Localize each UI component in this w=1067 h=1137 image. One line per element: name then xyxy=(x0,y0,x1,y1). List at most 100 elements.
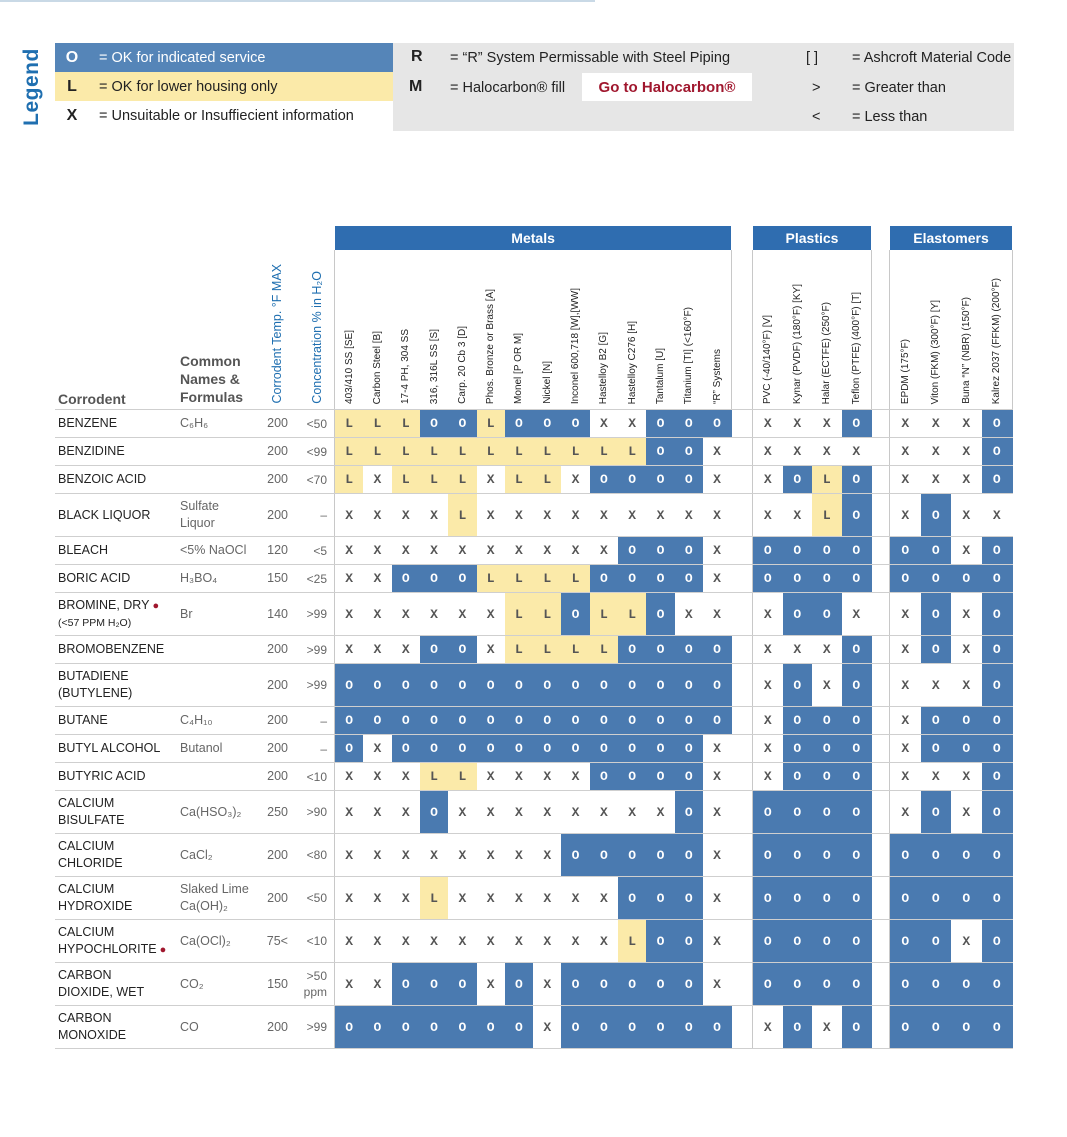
row-divider xyxy=(55,962,1013,963)
corrodent-text: BLEACH xyxy=(58,543,109,557)
rating-cell xyxy=(419,636,449,663)
rating-cell xyxy=(841,763,872,790)
rating-cell xyxy=(476,834,506,876)
legend-text-lt: = Less than xyxy=(852,109,928,125)
rating-cell xyxy=(782,963,813,1005)
corrodent-text: BROMOBENZENE xyxy=(58,642,165,656)
formula: CO₂ xyxy=(180,976,204,991)
column-header: Phos. Bronze or Brass [A] xyxy=(477,254,505,404)
rating-cell xyxy=(890,1006,921,1048)
rating-cell xyxy=(841,636,872,663)
rating-cell xyxy=(981,410,1013,437)
rating-cell xyxy=(335,877,364,919)
column-header-text: Kynar (PVDF) (180°F) [KY] xyxy=(791,283,803,404)
rating-cell xyxy=(951,494,982,536)
rating-cell xyxy=(589,410,619,437)
legend-text-gt: = Greater than xyxy=(852,80,946,96)
formula xyxy=(180,664,260,706)
rating-cell xyxy=(981,920,1013,962)
temperature: 150 xyxy=(267,571,288,585)
rating-row-plastics: OOOO xyxy=(753,920,871,962)
corrodent-text: BUTANE xyxy=(58,713,108,727)
rating-cell xyxy=(448,735,477,762)
rating-cell xyxy=(419,877,449,919)
rating-cell xyxy=(890,494,921,536)
rating-cell xyxy=(920,735,952,762)
formula: C₄H₁₀ xyxy=(180,713,213,727)
rating-cell xyxy=(419,664,449,706)
rating-cell xyxy=(561,963,591,1005)
temperature: 250 xyxy=(267,804,288,819)
rating-row-metals: OOOOOOOOOOOOOO xyxy=(335,664,731,706)
rating-cell xyxy=(674,763,704,790)
corrodent-label: BLEACH xyxy=(58,542,108,559)
rating-cell xyxy=(646,494,676,536)
rating-cell xyxy=(702,494,732,536)
rating-cell xyxy=(419,763,449,790)
rating-cell xyxy=(618,877,647,919)
rating-cell xyxy=(448,763,477,790)
rating-row-elastomers: OOOO xyxy=(890,1006,1012,1048)
rating-cell xyxy=(841,920,872,962)
rating-cell xyxy=(589,438,619,465)
rating-cell xyxy=(561,494,591,536)
rating-cell xyxy=(702,763,732,790)
rating-cell xyxy=(812,963,842,1005)
temperature: 200 xyxy=(267,642,288,656)
row-divider xyxy=(55,465,1013,466)
concentration: <10 xyxy=(306,934,327,948)
row-divider xyxy=(55,919,1013,920)
rating-cell xyxy=(476,707,506,734)
row-divider xyxy=(55,536,1013,537)
rating-cell xyxy=(419,593,449,635)
corrodent-name: BORIC ACID xyxy=(58,565,180,592)
rating-cell xyxy=(812,438,842,465)
rating-cell xyxy=(753,707,783,734)
rating-cell xyxy=(391,763,421,790)
formula: <5% NaOCl xyxy=(180,543,247,557)
rating-cell xyxy=(363,636,393,663)
group-header-elastomers: Elastomers xyxy=(890,226,1012,250)
rating-row-metals: XXXXLXXXXXXXXX xyxy=(335,494,731,536)
column-header-text: Hastelloy C276 [H] xyxy=(626,320,638,404)
rating-cell xyxy=(812,763,842,790)
rating-cell xyxy=(782,466,813,493)
column-header-text: Titanium [TI] (<160°F) xyxy=(683,306,695,404)
formula: CO xyxy=(180,1019,199,1034)
rating-row-elastomers: OOOO xyxy=(890,963,1012,1005)
column-header-text: 403/410 SS [SE] xyxy=(343,330,355,404)
rating-row-plastics: OOOO xyxy=(753,834,871,876)
rating-cell xyxy=(646,735,676,762)
row-divider xyxy=(55,564,1013,565)
corrodent-note: (<57 PPM H₂O) xyxy=(58,616,132,629)
row-divider xyxy=(55,706,1013,707)
hazard-icon: ● xyxy=(152,599,160,612)
rating-cell xyxy=(561,636,591,663)
rating-cell xyxy=(335,466,364,493)
rating-cell xyxy=(981,877,1013,919)
column-header: Kalrez 2037 (FFKM) (200°F) xyxy=(982,254,1013,404)
rating-cell xyxy=(951,791,982,833)
rating-cell xyxy=(589,763,619,790)
rating-row-elastomers: XOXO xyxy=(890,593,1012,635)
column-header: Buna “N” (NBR) (150°F) xyxy=(951,254,982,404)
rating-cell xyxy=(391,877,421,919)
rating-cell xyxy=(702,466,732,493)
concentration: <10 xyxy=(306,769,327,784)
corrodent-name: BLEACH xyxy=(58,537,180,564)
rating-cell xyxy=(674,1006,704,1048)
column-header-text: 17-4 PH, 304 SS xyxy=(400,328,412,404)
rating-cell xyxy=(782,664,813,706)
rating-cell xyxy=(533,791,562,833)
rating-cell xyxy=(841,1006,872,1048)
corrodent-text: BLACK LIQUOR xyxy=(58,507,151,522)
rating-cell xyxy=(674,877,704,919)
rating-cell xyxy=(504,664,534,706)
rating-row-elastomers: XOXO xyxy=(890,791,1012,833)
rating-row-metals: XXXXXXXXOOOOOX xyxy=(335,834,731,876)
rating-cell xyxy=(890,877,921,919)
legend-text: = OK for lower housing only xyxy=(99,78,278,95)
column-header: Hastelloy C276 [H] xyxy=(618,254,646,404)
go-to-halocarbon-link[interactable]: Go to Halocarbon® xyxy=(582,73,752,101)
rating-cell xyxy=(812,494,842,536)
